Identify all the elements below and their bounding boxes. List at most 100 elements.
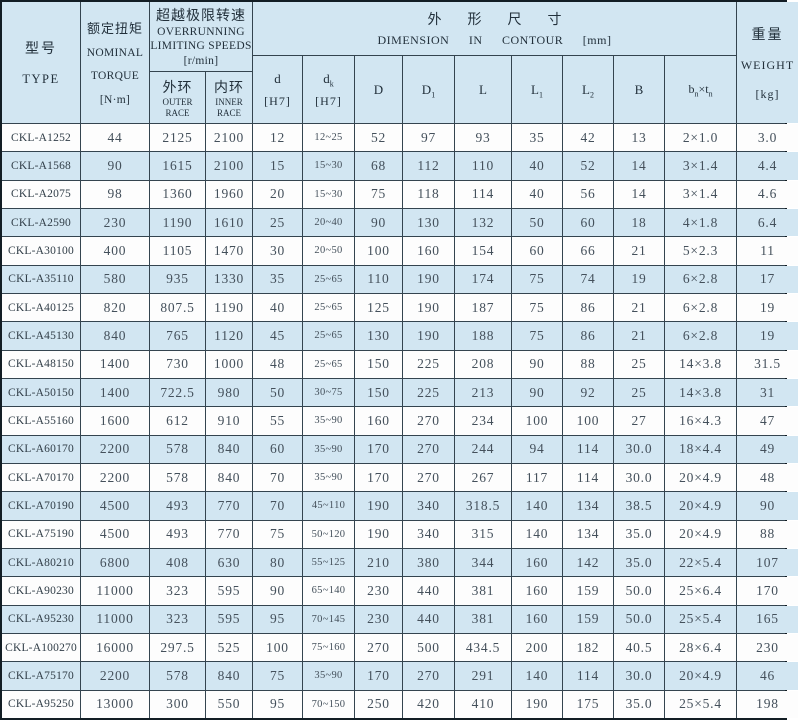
table-cell-r3-c11: 56 — [563, 180, 613, 208]
table-cell-r11-c7: 160 — [355, 407, 402, 435]
table-cell-r19-c6: 75~160 — [303, 634, 354, 662]
table-cell-r19-c10: 200 — [512, 634, 562, 662]
table-cell-r12-c11: 114 — [563, 435, 613, 463]
table-cell-r15-c13: 20×4.9 — [665, 520, 736, 548]
table-cell-r2-c1: CKL-A1568 — [2, 152, 80, 180]
table-cell-r1-c14: 3.0 — [737, 124, 798, 152]
table-cell-r16-c5: 80 — [253, 549, 302, 577]
table-cell-r17-c2: 11000 — [81, 577, 149, 605]
table-cell-r14-c10: 140 — [512, 492, 562, 520]
table-cell-r18-c3: 323 — [150, 605, 205, 633]
table-cell-r4-c6: 20~40 — [303, 209, 354, 237]
table-cell-r2-c13: 3×1.4 — [665, 152, 736, 180]
table-cell-r11-c4: 910 — [206, 407, 252, 435]
table-cell-r11-c3: 612 — [150, 407, 205, 435]
table-cell-r11-c6: 35~90 — [303, 407, 354, 435]
table-cell-r10-c4: 980 — [206, 379, 252, 407]
table-cell-r9-c4: 1000 — [206, 350, 252, 378]
table-cell-r1-c13: 2×1.0 — [665, 124, 736, 152]
table-cell-r18-c8: 440 — [403, 605, 454, 633]
table-cell-r5-c2: 400 — [81, 237, 149, 265]
inner-race-zh: 内环 — [214, 80, 244, 96]
table-cell-r3-c8: 118 — [403, 180, 454, 208]
table-cell-r13-c12: 30.0 — [614, 464, 664, 492]
table-cell-r15-c7: 190 — [355, 520, 402, 548]
table-cell-r21-c13: 25×5.4 — [665, 690, 736, 718]
table-cell-r15-c11: 134 — [563, 520, 613, 548]
table-cell-r7-c8: 190 — [403, 294, 454, 322]
type-header-zh: 型号 — [25, 41, 57, 57]
dimension-header-zh: 外形尺寸 — [427, 13, 588, 28]
table-cell-r12-c10: 94 — [512, 435, 562, 463]
table-cell-r19-c12: 40.5 — [614, 634, 664, 662]
table-cell-r17-c11: 159 — [563, 577, 613, 605]
table-cell-r12-c1: CKL-A60170 — [2, 435, 80, 463]
table-cell-r19-c9: 434.5 — [455, 634, 511, 662]
table-cell-r11-c8: 270 — [403, 407, 454, 435]
table-cell-r17-c5: 90 — [253, 577, 302, 605]
table-cell-r11-c9: 234 — [455, 407, 511, 435]
table-cell-r6-c2: 580 — [81, 265, 149, 293]
table-cell-r15-c12: 35.0 — [614, 520, 664, 548]
table-cell-r16-c6: 55~125 — [303, 549, 354, 577]
table-cell-r1-c11: 42 — [563, 124, 613, 152]
table-cell-r14-c3: 493 — [150, 492, 205, 520]
table-cell-r15-c1: CKL-A75190 — [2, 520, 80, 548]
table-cell-r7-c7: 125 — [355, 294, 402, 322]
table-cell-r5-c12: 21 — [614, 237, 664, 265]
table-cell-r18-c10: 160 — [512, 605, 562, 633]
table-cell-r12-c2: 2200 — [81, 435, 149, 463]
table-cell-r21-c10: 190 — [512, 690, 562, 718]
table-cell-r13-c4: 840 — [206, 464, 252, 492]
dimension-unit: [mm] — [582, 33, 612, 47]
table-cell-r1-c5: 12 — [253, 124, 302, 152]
table-cell-r19-c8: 500 — [403, 634, 454, 662]
table-cell-r18-c12: 50.0 — [614, 605, 664, 633]
table-cell-r12-c4: 840 — [206, 435, 252, 463]
table-cell-r1-c12: 13 — [614, 124, 664, 152]
table-cell-r12-c14: 49 — [737, 435, 798, 463]
torque-header-en2: TORQUE — [90, 70, 140, 83]
table-cell-r1-c6: 12~25 — [303, 124, 354, 152]
table-cell-r18-c1: CKL-A95230 — [2, 605, 80, 633]
table-cell-r12-c12: 30.0 — [614, 435, 664, 463]
col-header-dk: dk [H7] — [303, 56, 354, 123]
table-cell-r5-c10: 60 — [512, 237, 562, 265]
table-cell-r15-c5: 75 — [253, 520, 302, 548]
table-cell-r20-c10: 140 — [512, 662, 562, 690]
inner-race-en: INNER RACE — [215, 96, 243, 118]
table-cell-r16-c12: 35.0 — [614, 549, 664, 577]
torque-header-unit: [N·m] — [99, 93, 131, 106]
table-cell-r5-c13: 5×2.3 — [665, 237, 736, 265]
table-cell-r4-c3: 1190 — [150, 209, 205, 237]
dimension-header-en: DIMENSION IN CONTOUR [mm] — [378, 33, 612, 48]
table-cell-r1-c3: 2125 — [150, 124, 205, 152]
table-cell-r18-c5: 95 — [253, 605, 302, 633]
table-cell-r7-c1: CKL-A40125 — [2, 294, 80, 322]
table-cell-r7-c13: 6×2.8 — [665, 294, 736, 322]
table-cell-r6-c1: CKL-A35110 — [2, 265, 80, 293]
table-cell-r5-c11: 66 — [563, 237, 613, 265]
table-cell-r13-c8: 270 — [403, 464, 454, 492]
col-header-inner-race: 内环 INNER RACE — [206, 72, 252, 123]
table-cell-r12-c6: 35~90 — [303, 435, 354, 463]
dimension-group-label: 外形尺寸 DIMENSION IN CONTOUR [mm] — [253, 2, 736, 55]
col-header-L2: L2 — [563, 56, 613, 123]
table-cell-r8-c1: CKL-A45130 — [2, 322, 80, 350]
table-cell-r4-c8: 130 — [403, 209, 454, 237]
table-cell-r17-c12: 50.0 — [614, 577, 664, 605]
table-cell-r21-c1: CKL-A95250 — [2, 690, 80, 718]
table-cell-r20-c14: 46 — [737, 662, 798, 690]
table-cell-r10-c2: 1400 — [81, 379, 149, 407]
table-cell-r20-c4: 840 — [206, 662, 252, 690]
table-cell-r16-c3: 408 — [150, 549, 205, 577]
table-cell-r3-c7: 75 — [355, 180, 402, 208]
table-cell-r13-c14: 48 — [737, 464, 798, 492]
table-cell-r9-c6: 25~65 — [303, 350, 354, 378]
table-cell-r1-c10: 35 — [512, 124, 562, 152]
table-cell-r9-c2: 1400 — [81, 350, 149, 378]
table-cell-r21-c7: 250 — [355, 690, 402, 718]
table-cell-r21-c4: 550 — [206, 690, 252, 718]
table-cell-r10-c14: 31 — [737, 379, 798, 407]
table-cell-r3-c3: 1360 — [150, 180, 205, 208]
